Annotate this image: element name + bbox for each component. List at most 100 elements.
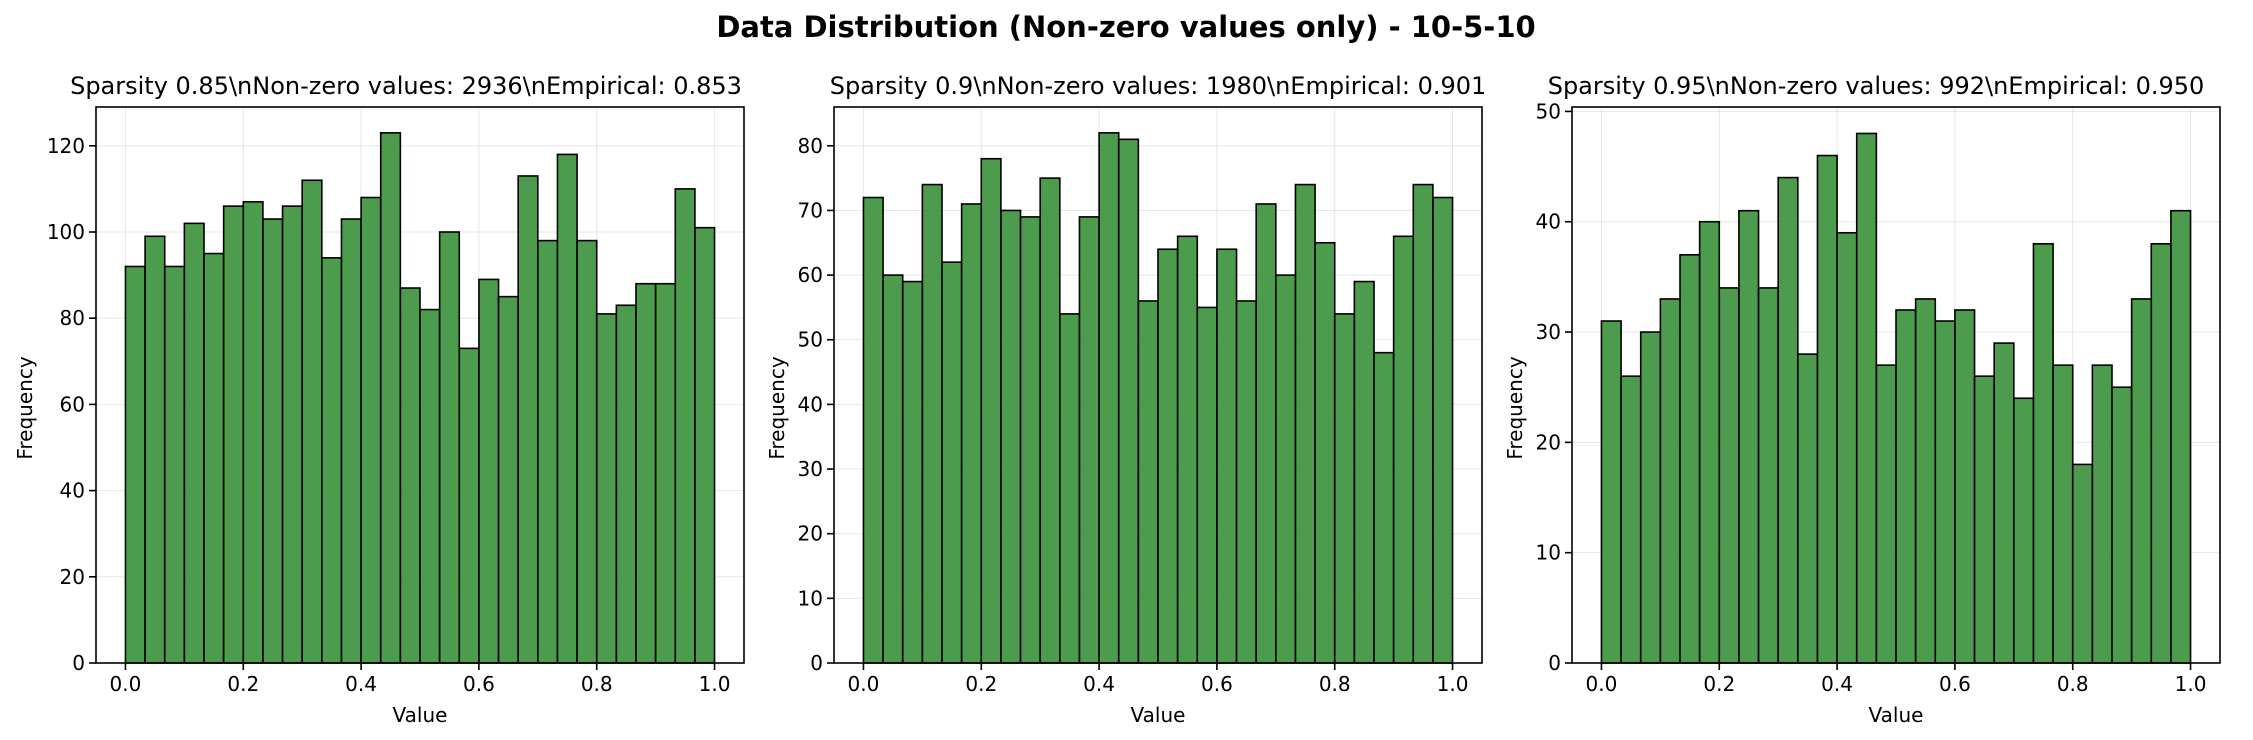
x-tick-label: 1.0: [699, 672, 731, 696]
panel-title: Sparsity 0.95\nNon-zero values: 992\nEmp…: [1548, 72, 2205, 100]
histogram-bar: [962, 204, 982, 663]
histogram-bar: [1621, 376, 1641, 663]
histogram-bar: [1276, 275, 1296, 663]
histogram-bar: [400, 288, 420, 663]
histogram-bar: [942, 262, 962, 663]
x-axis-label: Value: [1869, 703, 1924, 727]
histogram-bar: [499, 297, 519, 663]
histogram-bar: [1079, 217, 1099, 663]
histogram-bar: [981, 159, 1001, 663]
histogram-bar: [125, 266, 145, 663]
y-tick-label: 120: [47, 134, 85, 158]
x-tick-label: 0.2: [965, 672, 997, 696]
histogram-bar: [420, 310, 440, 663]
histogram-bar: [1660, 299, 1680, 663]
y-tick-label: 20: [60, 565, 85, 589]
histogram-bar: [1935, 321, 1955, 663]
histogram-bar: [1817, 156, 1837, 663]
y-tick-label: 50: [1536, 99, 1561, 123]
histogram-bar: [479, 279, 499, 663]
histogram-bar: [1256, 204, 1276, 663]
y-tick-label: 10: [1536, 541, 1561, 565]
x-tick-label: 1.0: [1437, 672, 1469, 696]
y-axis-label: Frequency: [13, 356, 37, 459]
histogram-bar: [1315, 243, 1335, 663]
histogram-bar: [341, 219, 361, 663]
x-tick-label: 0.2: [1703, 672, 1735, 696]
x-axis-label: Value: [393, 703, 448, 727]
x-tick-label: 0.6: [1201, 672, 1233, 696]
histogram-bar: [1798, 354, 1818, 663]
x-tick-label: 0.8: [2057, 672, 2089, 696]
histogram-bar: [1394, 236, 1414, 663]
histogram-bar: [616, 305, 636, 663]
histogram-bar: [1040, 178, 1060, 663]
histogram-bar: [381, 133, 401, 663]
histogram-bar: [2132, 299, 2152, 663]
histogram-bar: [1680, 255, 1700, 663]
histogram-bar: [184, 223, 204, 663]
histogram-bar: [302, 180, 322, 663]
y-tick-label: 100: [47, 220, 85, 244]
histogram-bar: [2053, 365, 2073, 663]
y-tick-label: 70: [798, 198, 823, 222]
histogram-bar: [2151, 244, 2171, 663]
histogram-bar: [1197, 307, 1217, 663]
histogram-bar: [1700, 222, 1720, 663]
histogram-bar: [204, 254, 224, 663]
histogram-bar: [1975, 376, 1995, 663]
histogram-bar: [1759, 288, 1779, 663]
histogram-bar: [2112, 387, 2132, 663]
histogram-bar: [1837, 233, 1857, 663]
histogram-bar: [1719, 288, 1739, 663]
y-tick-label: 20: [1536, 430, 1561, 454]
y-tick-label: 0: [1548, 651, 1561, 675]
histogram-bar: [518, 176, 538, 663]
histogram-bar: [695, 228, 715, 663]
y-tick-label: 40: [60, 479, 85, 503]
histogram-bar: [1178, 236, 1198, 663]
histogram-bar: [1896, 310, 1916, 663]
x-tick-label: 0.6: [463, 672, 495, 696]
x-tick-label: 1.0: [2175, 672, 2207, 696]
histogram-bar: [2171, 211, 2191, 663]
x-tick-label: 0.4: [1083, 672, 1115, 696]
y-tick-label: 10: [798, 586, 823, 610]
panel-title: Sparsity 0.85\nNon-zero values: 2936\nEm…: [70, 72, 742, 100]
panel-title: Sparsity 0.9\nNon-zero values: 1980\nEmp…: [830, 72, 1487, 100]
x-tick-label: 0.8: [581, 672, 613, 696]
y-axis-label: Frequency: [1503, 356, 1527, 459]
y-tick-label: 0: [72, 651, 85, 675]
histogram-bar: [1354, 282, 1374, 663]
histogram-bar: [2014, 398, 2034, 663]
plot-area: 0.0 0.2 0.4 0.6 0.8 1.0 0 10 20 30 40 50: [1536, 99, 2220, 696]
histogram-bar: [2073, 464, 2093, 663]
histogram-bar: [883, 275, 903, 663]
y-tick-label: 80: [60, 306, 85, 330]
x-tick-label: 0.0: [848, 672, 880, 696]
histogram-bar: [1374, 353, 1394, 663]
y-axis-label: Frequency: [765, 356, 789, 459]
histogram-bar: [1217, 249, 1237, 663]
x-tick-label: 0.4: [1821, 672, 1853, 696]
histogram-bar: [1601, 321, 1621, 663]
histogram-bar: [1641, 332, 1661, 663]
plot-area: 0.0 0.2 0.4 0.6 0.8 1.0 0 20 40 60 80 100 120: [47, 107, 744, 696]
histogram-bar: [224, 206, 244, 663]
histogram-bar: [1876, 365, 1896, 663]
histogram-bar: [1955, 310, 1975, 663]
histogram-bar: [1158, 249, 1178, 663]
histogram-bar: [1994, 343, 2014, 663]
histogram-bar: [1295, 185, 1315, 663]
histogram-bar: [538, 241, 558, 663]
x-axis-label: Value: [1131, 703, 1186, 727]
histogram-bar: [1778, 178, 1798, 663]
histogram-bar: [165, 266, 185, 663]
x-tick-label: 0.0: [1586, 672, 1618, 696]
histogram-bar: [1099, 133, 1119, 663]
y-tick-label: 30: [798, 457, 823, 481]
histogram-bar: [1001, 210, 1021, 663]
histogram-bar: [1335, 314, 1355, 663]
histogram-bar: [2092, 365, 2112, 663]
x-tick-label: 0.4: [345, 672, 377, 696]
